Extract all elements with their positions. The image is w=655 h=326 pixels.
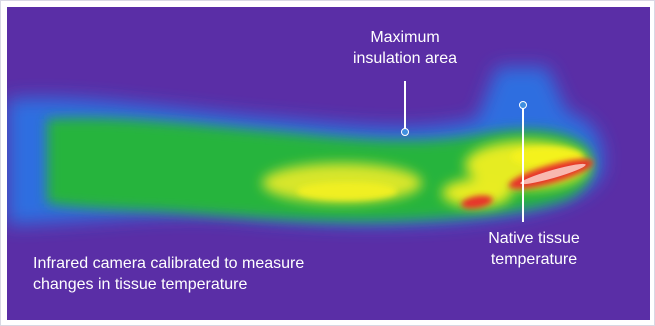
native-tissue-line1: Native tissue xyxy=(488,230,580,247)
infrared-caption-line1: Infrared camera calibrated to measure xyxy=(33,255,305,272)
native-tissue-line2: temperature xyxy=(490,251,578,268)
max-insulation-leader-line xyxy=(404,81,406,131)
thermal-image xyxy=(7,67,603,225)
infrared-caption: Infrared camera calibrated to measure ch… xyxy=(33,253,363,295)
native-tissue-marker xyxy=(518,101,527,109)
thermal-image-panel: Maximum insulation area Native tissue te… xyxy=(7,7,650,320)
max-insulation-label: Maximum insulation area xyxy=(345,27,465,69)
infrared-caption-line2: changes in tissue temperature xyxy=(33,276,248,293)
max-insulation-line2: insulation area xyxy=(352,50,458,67)
max-insulation-marker xyxy=(400,128,409,136)
max-insulation-line1: Maximum xyxy=(370,29,440,46)
native-tissue-label: Native tissue temperature xyxy=(469,228,599,270)
native-tissue-leader-line xyxy=(522,104,524,222)
hottest-core xyxy=(520,163,586,185)
